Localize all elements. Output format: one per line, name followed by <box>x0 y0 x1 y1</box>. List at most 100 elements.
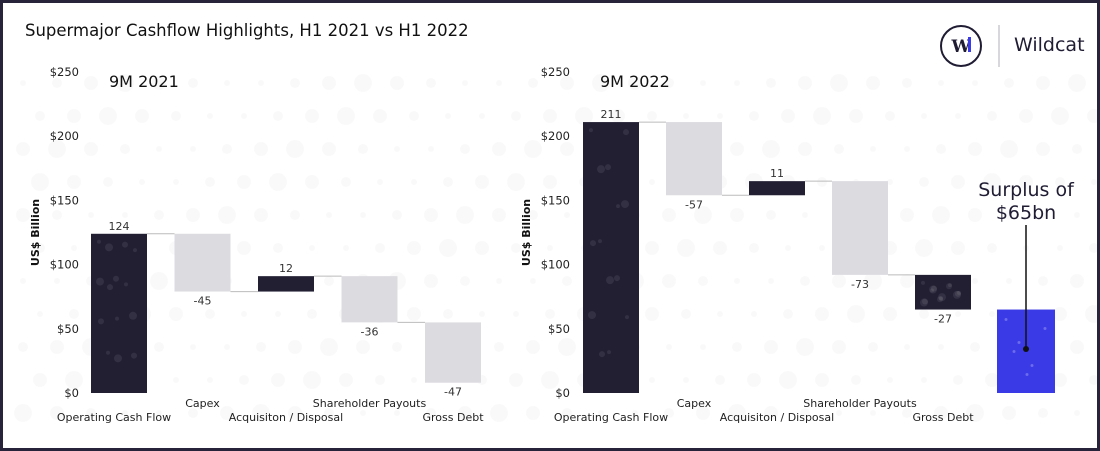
x-tick-label: Gross Debt <box>912 411 974 424</box>
bar-texture-dot <box>920 298 928 307</box>
waterfall-bar <box>666 122 722 196</box>
bar-texture-dot <box>105 243 113 252</box>
x-tick-label: Operating Cash Flow <box>554 411 668 424</box>
x-tick-label: Acquisiton / Disposal <box>720 411 834 424</box>
bar-texture-dot <box>931 285 937 292</box>
x-tick-label: Capex <box>677 397 712 410</box>
bar-texture-dot <box>107 284 113 291</box>
bar-texture-dot <box>1043 327 1047 331</box>
x-tick-label: Shareholder Payouts <box>313 397 427 410</box>
data-label: -57 <box>685 198 703 211</box>
y-tick-label: $100 <box>50 258 79 272</box>
bar-texture-dot <box>124 282 128 287</box>
bar-texture-dot <box>606 276 614 285</box>
waterfall-bar <box>749 181 805 196</box>
y-tick-label: $250 <box>50 65 79 79</box>
chart-title: Supermajor Cashflow Highlights, H1 2021 … <box>25 21 469 40</box>
data-label: -45 <box>194 295 212 308</box>
waterfall-bar <box>91 233 147 393</box>
bar-texture-dot <box>115 316 119 321</box>
bar-texture-dot <box>605 164 611 171</box>
bar-texture-dot <box>929 285 937 294</box>
bar-texture-dot <box>131 352 137 359</box>
x-tick-label: Acquisiton / Disposal <box>229 411 343 424</box>
bar-texture-dot <box>937 296 943 303</box>
bar-texture-dot <box>589 128 593 133</box>
waterfall-bar <box>425 322 481 383</box>
y-tick-label: $50 <box>57 322 79 336</box>
y-axis-label: US$ Billion <box>29 199 42 266</box>
bar-texture-dot <box>955 290 961 297</box>
x-tick-label: Operating Cash Flow <box>57 411 171 424</box>
panel-label: 9M 2021 <box>109 72 179 91</box>
y-tick-label: $100 <box>541 258 570 272</box>
bar-texture-dot <box>607 350 611 355</box>
bar-texture-dot <box>588 311 596 320</box>
bar-texture-dot <box>98 318 104 325</box>
chart-panel-2: $0 $50 $100 $150 $200 $250 US$ Billion 9M 2022 2… <box>520 65 1075 424</box>
bar-texture-dot <box>590 240 596 247</box>
y-tick-label: $250 <box>541 65 570 79</box>
bar-texture-dot <box>1025 373 1029 377</box>
y-tick-label: $200 <box>541 129 570 143</box>
y-tick-label: $0 <box>555 386 570 400</box>
svg-text:W: W <box>950 37 971 57</box>
bar-texture-dot <box>921 280 925 285</box>
data-label: 11 <box>770 167 784 180</box>
bar-texture-dot <box>96 277 104 286</box>
bar-texture-dot <box>625 315 629 320</box>
surplus-annotation-line2: $65bn <box>996 202 1056 224</box>
surplus-pointer-dot <box>1023 346 1029 352</box>
y-axis-label: US$ Billion <box>520 199 533 266</box>
bar-texture-dot <box>598 239 602 244</box>
surplus-annotation-line1: Surplus of <box>978 179 1075 201</box>
bar-texture-dot <box>930 288 934 293</box>
waterfall-bar <box>258 276 314 292</box>
y-tick-label: $150 <box>541 193 570 207</box>
bar-texture-dot <box>1004 318 1008 322</box>
waterfall-charts: $0 $50 $100 $150 $200 $250 US$ Billion 9M 2021 1… <box>29 65 1075 424</box>
x-tick-label: Shareholder Payouts <box>803 397 917 410</box>
data-label: 12 <box>279 262 293 275</box>
waterfall-bar <box>915 274 971 310</box>
y-tick-label: $50 <box>548 322 570 336</box>
bar-texture-dot <box>597 165 605 174</box>
bar-texture-dot <box>938 293 946 302</box>
data-label: 124 <box>109 220 130 233</box>
data-label: -73 <box>851 278 869 291</box>
waterfall-bar <box>341 276 398 323</box>
bar-texture-dot <box>621 200 629 209</box>
logo-wordmark: Wildcat <box>1014 34 1085 56</box>
bar-texture-dot <box>114 354 122 363</box>
wildcat-w-icon: W <box>940 25 1000 67</box>
x-tick-label: Gross Debt <box>422 411 484 424</box>
bar-texture-dot <box>106 350 110 355</box>
bar-texture-dot <box>129 311 137 320</box>
bar-texture-dot <box>113 275 119 282</box>
data-label: -27 <box>934 313 952 326</box>
y-tick-label: $200 <box>50 129 79 143</box>
bar-texture-dot <box>623 129 629 136</box>
bar-texture-dot <box>616 204 620 209</box>
bar-texture-dot <box>957 290 961 295</box>
data-label: -47 <box>444 386 462 399</box>
waterfall-bar <box>174 233 231 292</box>
bar-texture-dot <box>1017 341 1021 345</box>
bar-texture-dot <box>948 283 952 288</box>
chart-panel-1: $0 $50 $100 $150 $200 $250 US$ Billion 9M 2021 1… <box>29 65 484 424</box>
bar-texture-dot <box>97 239 101 244</box>
waterfall-bar <box>583 122 639 394</box>
x-tick-label: Capex <box>185 397 220 410</box>
bar-texture-dot <box>599 351 605 358</box>
waterfall-bar <box>832 181 888 275</box>
panel-label: 9M 2022 <box>600 72 670 91</box>
y-tick-label: $150 <box>50 193 79 207</box>
bar-texture-dot <box>614 275 620 282</box>
bar-texture-dot <box>133 248 137 253</box>
bar-texture-dot <box>122 241 128 248</box>
bar-texture-dot <box>946 283 952 290</box>
data-label: 211 <box>601 108 622 121</box>
y-tick-label: $0 <box>64 386 79 400</box>
wildcat-logo: W Wildcat <box>937 21 1087 73</box>
